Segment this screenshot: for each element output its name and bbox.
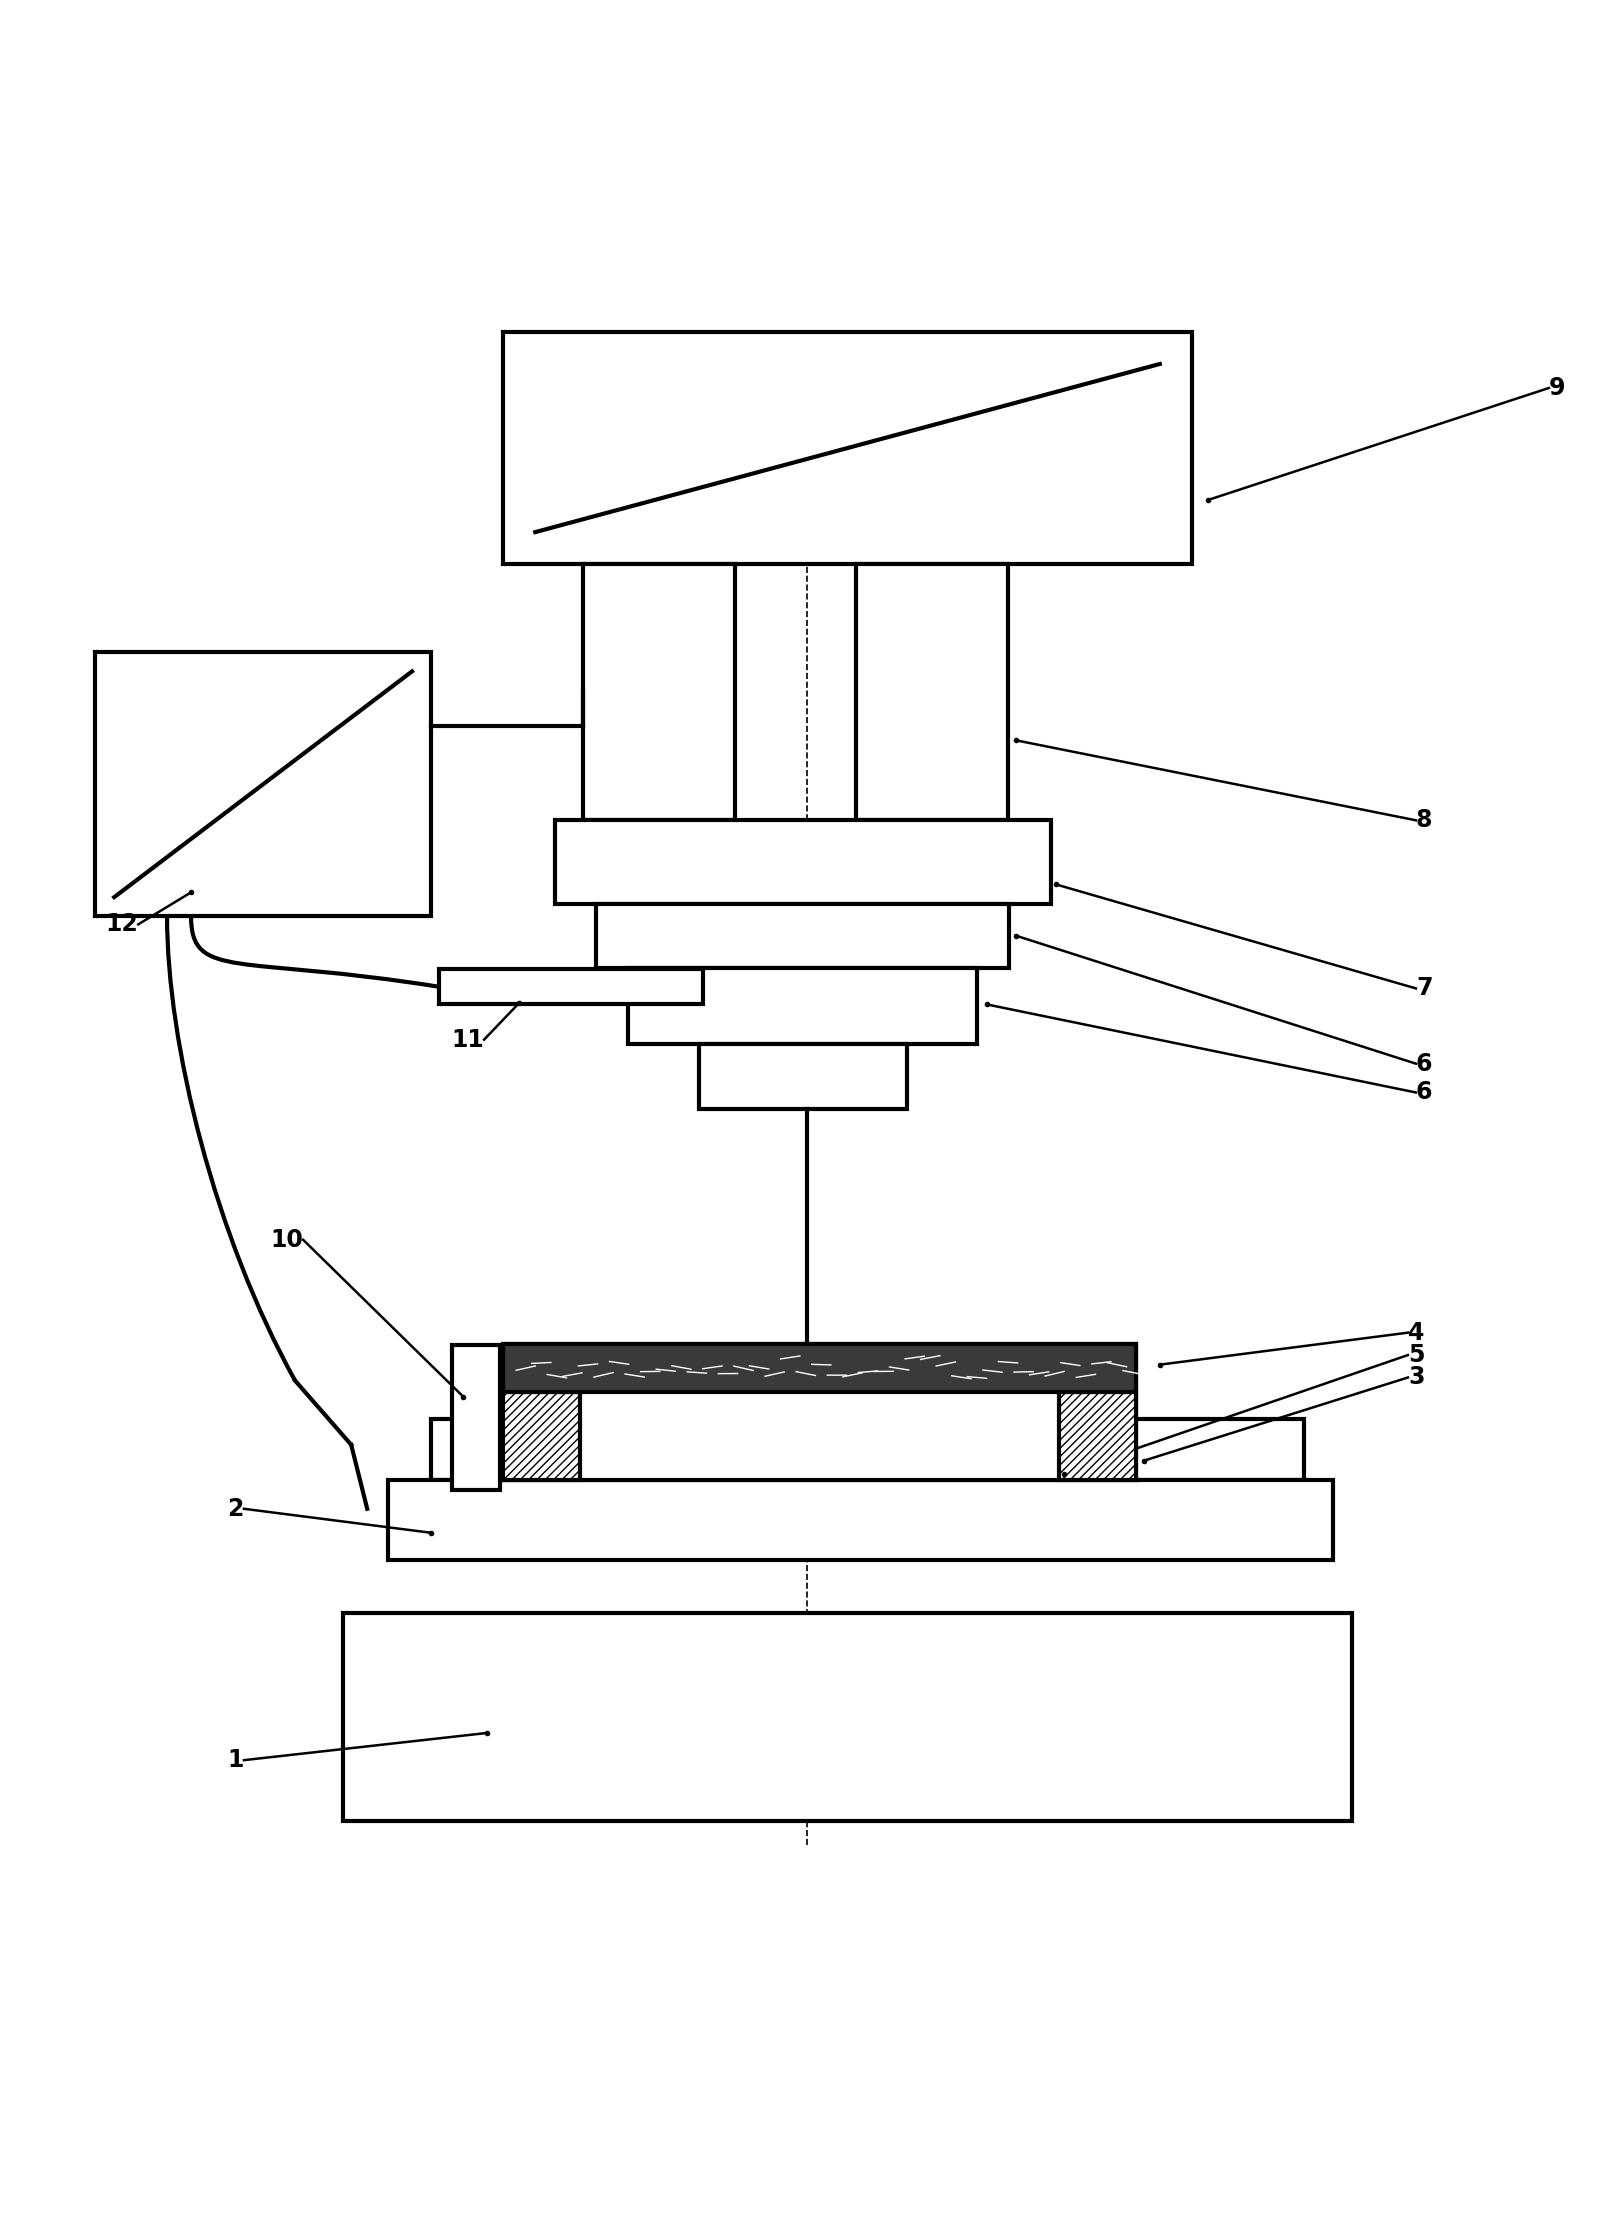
Text: 4: 4 (1407, 1321, 1424, 1346)
Text: 2: 2 (228, 1496, 244, 1521)
Bar (554, 820, 1051, 905)
Text: 7: 7 (1415, 975, 1432, 1000)
Text: 11: 11 (450, 1029, 484, 1051)
Bar (583, 563, 734, 820)
Bar (95, 652, 431, 916)
Text: 9: 9 (1548, 377, 1564, 399)
Bar (628, 967, 976, 1044)
Bar (504, 1344, 1135, 1481)
Bar (342, 1612, 1351, 1820)
Text: 3: 3 (1407, 1366, 1424, 1390)
Bar (596, 905, 1009, 967)
Bar (504, 1344, 1135, 1392)
Text: 12: 12 (105, 913, 139, 936)
Bar (699, 1044, 905, 1108)
Text: 5: 5 (1407, 1344, 1424, 1368)
Text: 6: 6 (1415, 1080, 1432, 1104)
Text: 6: 6 (1415, 1051, 1432, 1075)
Bar (387, 1481, 1332, 1561)
Bar (504, 1392, 579, 1481)
Text: 10: 10 (270, 1228, 303, 1253)
Bar (855, 563, 1007, 820)
Bar (452, 1346, 500, 1490)
Bar (504, 333, 1191, 563)
Text: 8: 8 (1415, 809, 1432, 831)
Bar (431, 1419, 1302, 1481)
Bar (439, 969, 704, 1004)
Text: 1: 1 (228, 1749, 244, 1771)
Bar (1059, 1392, 1135, 1481)
